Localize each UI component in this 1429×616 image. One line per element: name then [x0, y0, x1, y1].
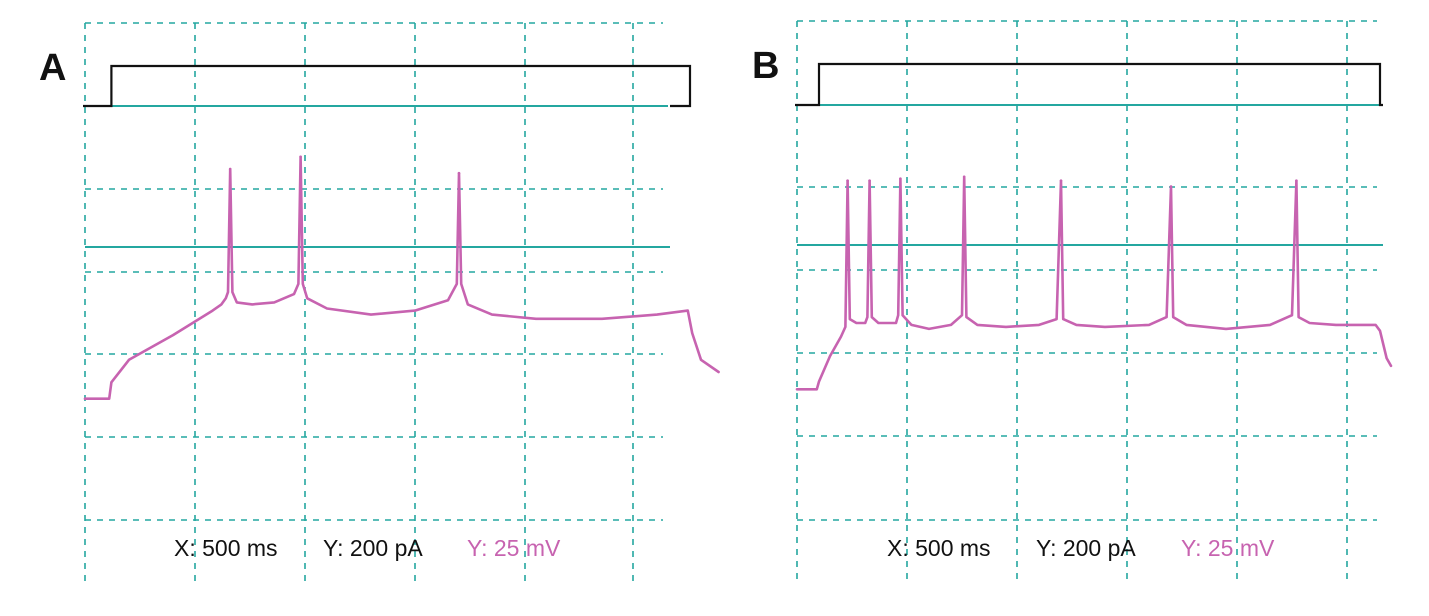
panel-b-spike-2	[899, 177, 902, 180]
panel-b-spike-6	[1295, 179, 1298, 182]
panel-a-label: A	[39, 47, 66, 89]
panel-b-grid	[796, 20, 1377, 585]
panel-a: A X: 500 ms Y: 200 pA Y: 25 mV	[39, 22, 720, 585]
panel-a-voltage-trace	[83, 155, 720, 400]
panel-b-spike-0	[846, 179, 849, 182]
panel-b-stimulus-trace	[795, 62, 1383, 107]
panel-a-scale-y-current: Y: 200 pA	[323, 535, 423, 561]
panel-a-spike-markers	[228, 155, 461, 175]
panel-a-stimulus-trace	[83, 64, 692, 108]
panel-b-scale-x: X: 500 ms	[887, 535, 991, 561]
panel-b-spike-5	[1169, 185, 1173, 188]
panel-b-label: B	[752, 45, 779, 87]
panel-b-spike-3	[962, 175, 966, 179]
panel-a-grid	[84, 22, 663, 585]
panel-b-voltage-trace	[795, 175, 1393, 391]
panel-b-scale-y-voltage: Y: 25 mV	[1181, 535, 1275, 561]
panel-a-spike-0	[228, 167, 232, 171]
panel-b-spike-markers	[846, 175, 1298, 188]
panel-a-scale-y-voltage: Y: 25 mV	[467, 535, 561, 561]
panel-a-spike-2	[457, 171, 461, 175]
panel-b-scale-y-current: Y: 200 pA	[1036, 535, 1136, 561]
panel-b-spike-1	[868, 179, 871, 182]
panel-a-spike-1	[299, 155, 302, 159]
panel-b: B X: 500 ms Y: 200 pA Y: 25 mV	[752, 20, 1393, 585]
panel-b-spike-4	[1059, 179, 1063, 182]
panel-a-scale-x: X: 500 ms	[174, 535, 278, 561]
